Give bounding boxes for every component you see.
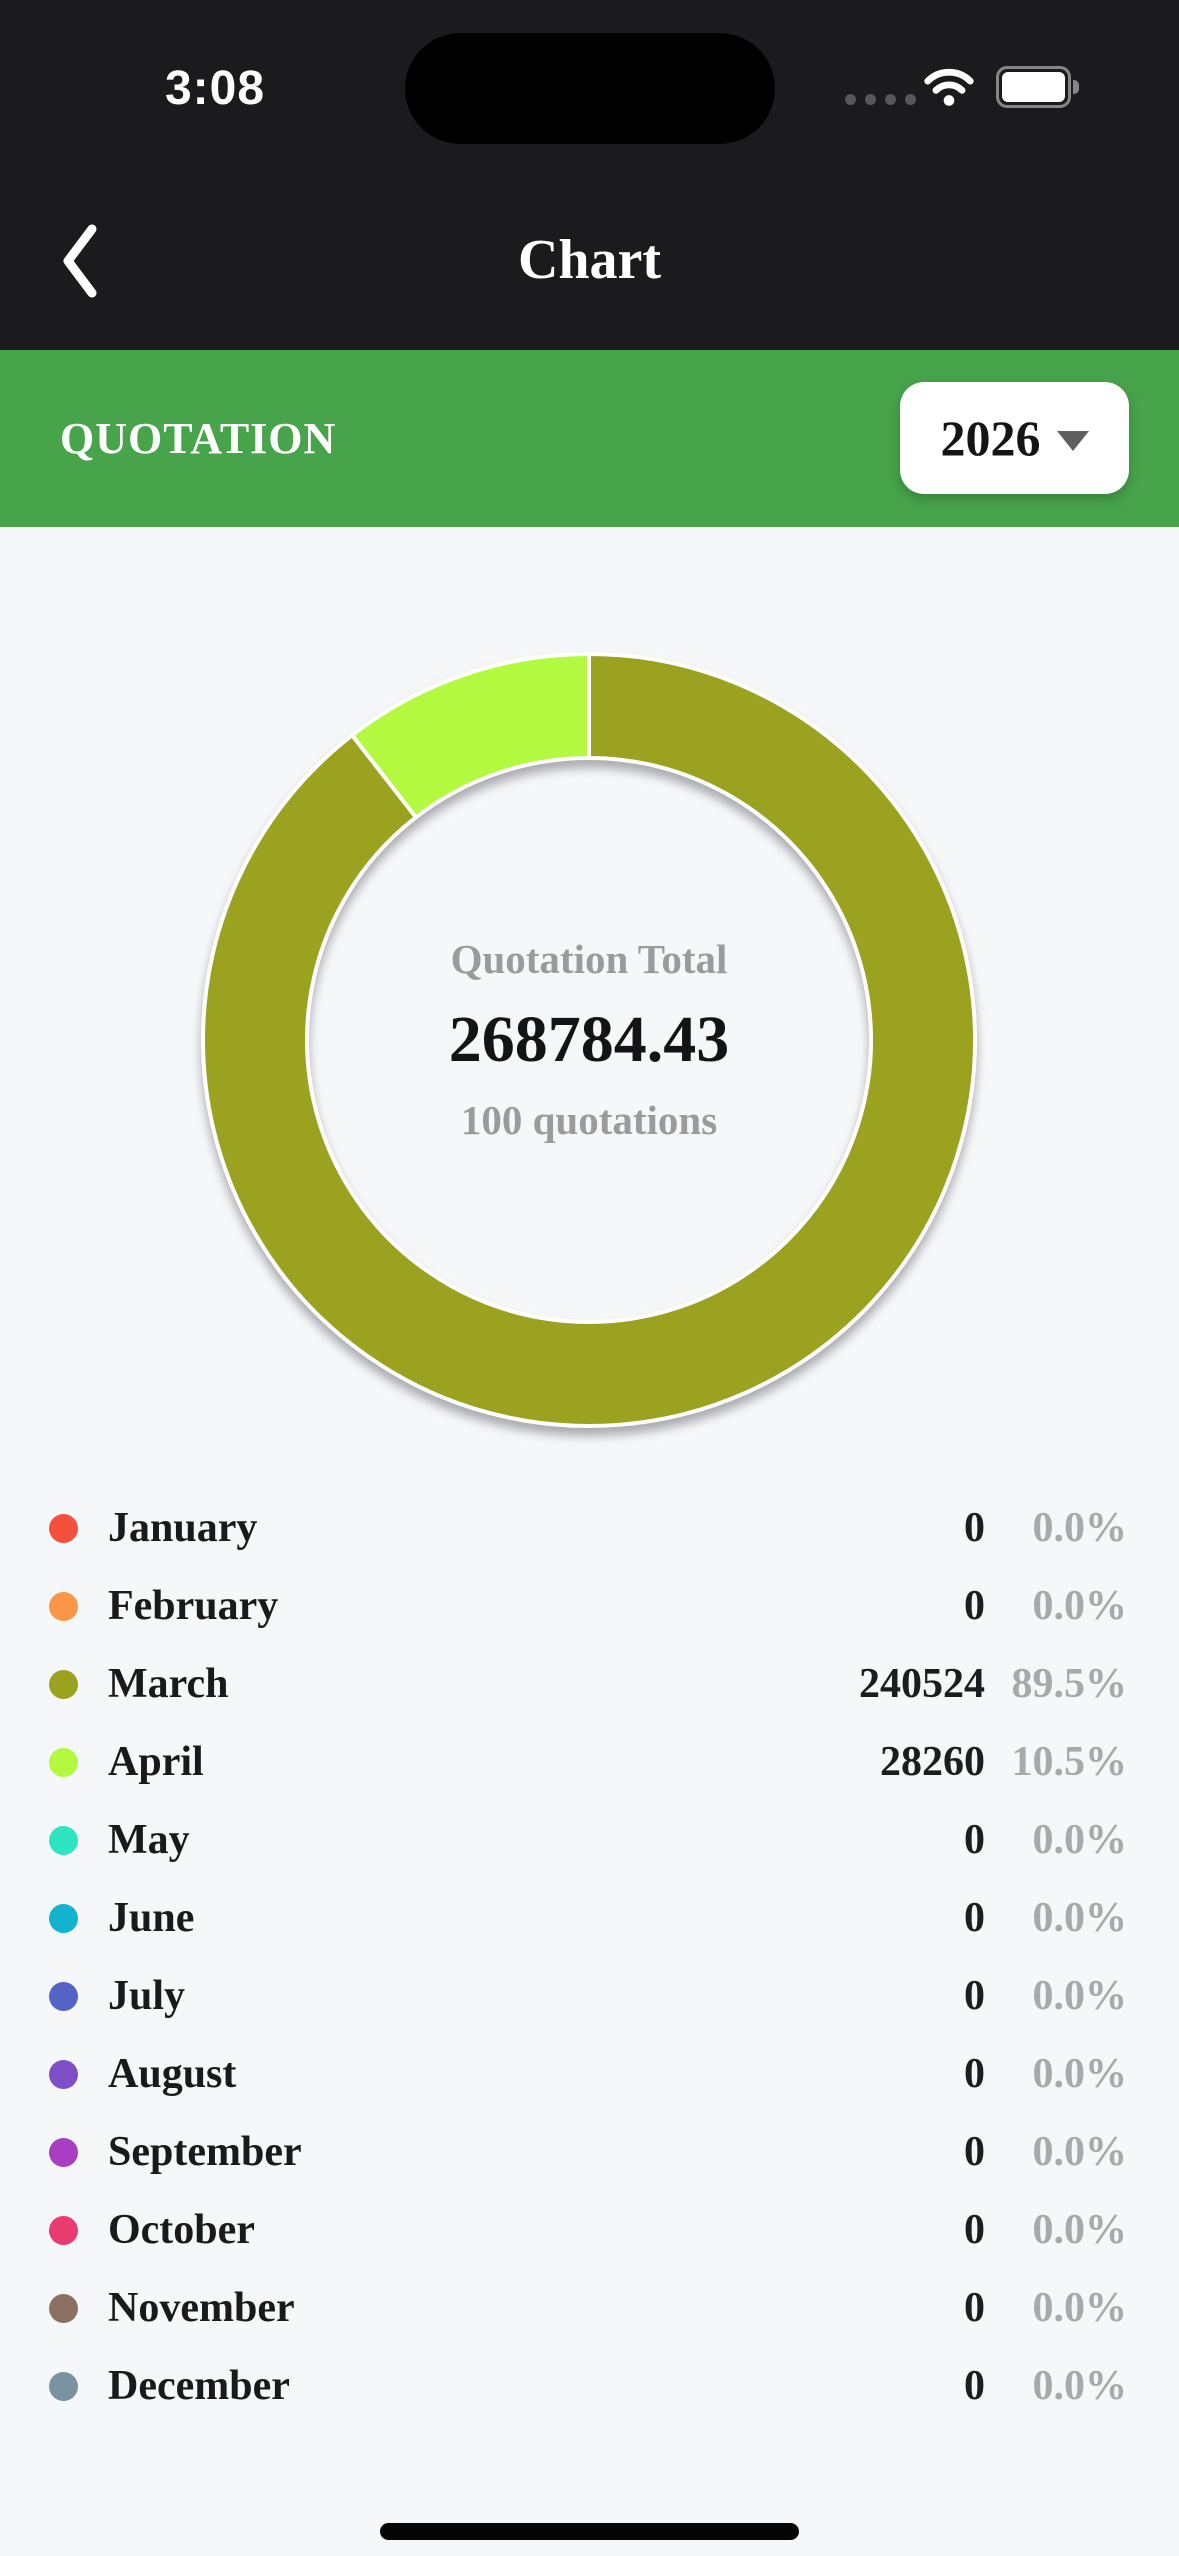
- home-indicator[interactable]: [380, 2523, 799, 2540]
- legend-color-dot: [49, 2059, 78, 2089]
- legend-month-percent: 0.0%: [1032, 2051, 1128, 2097]
- legend-row-june: June 0 0.0%: [0, 1879, 1179, 1957]
- legend-row-april: April 28260 10.5%: [0, 1723, 1179, 1801]
- legend-month-label: April: [108, 1739, 204, 1785]
- legend-month-percent: 0.0%: [1032, 2363, 1128, 2409]
- battery-nub: [1073, 80, 1079, 94]
- section-title: QUOTATION: [60, 414, 337, 463]
- legend-month-value: 0: [964, 2051, 985, 2097]
- legend-row-february: February 0 0.0%: [0, 1567, 1179, 1645]
- legend-color-dot: [49, 1903, 78, 1933]
- legend-color-dot: [49, 1825, 78, 1855]
- chevron-left-icon: [58, 223, 102, 302]
- year-value: 2026: [940, 410, 1041, 466]
- legend-month-percent: 0.0%: [1032, 1505, 1128, 1551]
- dynamic-island: [405, 33, 775, 144]
- status-time: 3:08: [164, 61, 266, 115]
- legend-row-august: August 0 0.0%: [0, 2035, 1179, 2113]
- legend-month-label: March: [108, 1661, 229, 1707]
- battery-icon: [996, 66, 1079, 108]
- section-bar: QUOTATION 2026: [0, 350, 1179, 527]
- legend-month-percent: 0.0%: [1032, 2129, 1128, 2175]
- cellular-dot: [885, 94, 896, 105]
- legend-color-dot: [49, 1591, 78, 1621]
- donut-chart[interactable]: [179, 630, 999, 1450]
- legend-color-dot: [49, 1747, 78, 1777]
- page-title: Chart: [517, 229, 662, 291]
- wifi-icon: [920, 62, 978, 113]
- legend-row-may: May 0 0.0%: [0, 1801, 1179, 1879]
- battery-level: [1002, 72, 1065, 102]
- year-selector[interactable]: 2026: [900, 382, 1129, 494]
- legend-month-value: 0: [964, 1973, 985, 2019]
- legend-color-dot: [49, 1669, 78, 1699]
- legend-month-label: August: [108, 2051, 237, 2097]
- legend-month-value: 0: [964, 2363, 985, 2409]
- legend-month-label: May: [108, 1817, 190, 1863]
- legend-row-november: November 0 0.0%: [0, 2269, 1179, 2347]
- legend-month-percent: 0.0%: [1032, 1973, 1128, 2019]
- legend-month-label: January: [108, 1505, 258, 1551]
- status-nav-header: 3:08 Chart: [0, 0, 1179, 350]
- back-button[interactable]: [58, 222, 118, 302]
- legend-color-dot: [49, 2137, 78, 2167]
- legend-month-percent: 89.5%: [1011, 1661, 1128, 1707]
- legend-month-value: 0: [964, 1583, 985, 1629]
- legend-month-label: November: [108, 2285, 295, 2331]
- legend-row-september: September 0 0.0%: [0, 2113, 1179, 2191]
- legend-month-label: February: [108, 1583, 279, 1629]
- legend-row-october: October 0 0.0%: [0, 2191, 1179, 2269]
- legend-month-percent: 0.0%: [1032, 2285, 1128, 2331]
- legend-row-december: December 0 0.0%: [0, 2347, 1179, 2425]
- legend-month-label: September: [108, 2129, 302, 2175]
- legend-month-percent: 0.0%: [1032, 2207, 1128, 2253]
- legend-month-label: July: [108, 1973, 186, 2019]
- legend-color-dot: [49, 2215, 78, 2245]
- legend-month-value: 0: [964, 1817, 985, 1863]
- legend-month-value: 0: [964, 1505, 985, 1551]
- legend-month-value: 28260: [880, 1739, 985, 1785]
- legend-row-july: July 0 0.0%: [0, 1957, 1179, 2035]
- legend-month-percent: 0.0%: [1032, 1583, 1128, 1629]
- legend-month-value: 0: [964, 2129, 985, 2175]
- legend-row-march: March 240524 89.5%: [0, 1645, 1179, 1723]
- legend-color-dot: [49, 2293, 78, 2323]
- battery-shell: [996, 66, 1071, 108]
- chevron-down-icon: [1056, 431, 1089, 451]
- legend-month-label: June: [108, 1895, 195, 1941]
- legend-color-dot: [49, 1513, 78, 1543]
- legend-color-dot: [49, 1981, 78, 2011]
- legend-color-dot: [49, 2371, 78, 2401]
- legend-month-percent: 0.0%: [1032, 1895, 1128, 1941]
- cellular-signal-icon: [845, 94, 916, 105]
- legend-month-percent: 10.5%: [1011, 1739, 1128, 1785]
- cellular-dot: [845, 94, 856, 105]
- donut-slice-march[interactable]: [201, 652, 977, 1428]
- cellular-dot: [905, 94, 916, 105]
- legend-month-label: October: [108, 2207, 255, 2253]
- legend-month-percent: 0.0%: [1032, 1817, 1128, 1863]
- donut-slice-april[interactable]: [350, 652, 591, 820]
- legend-month-label: December: [108, 2363, 290, 2409]
- legend-month-value: 0: [964, 2285, 985, 2331]
- legend-month-value: 0: [964, 2207, 985, 2253]
- chart-legend: January 0 0.0% February 0 0.0% March 240524 89.5…: [0, 1489, 1179, 2425]
- cellular-dot: [865, 94, 876, 105]
- legend-month-value: 0: [964, 1895, 985, 1941]
- legend-row-january: January 0 0.0%: [0, 1489, 1179, 1567]
- legend-month-value: 240524: [859, 1661, 985, 1707]
